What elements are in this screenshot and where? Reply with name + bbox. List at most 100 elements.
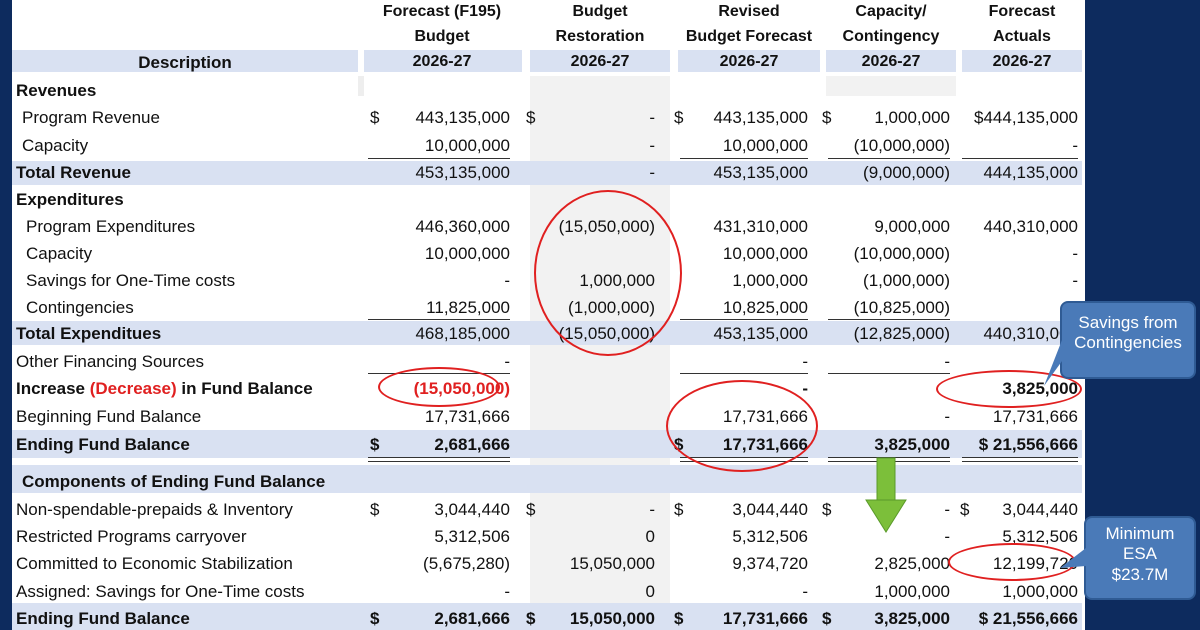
component-value-cell: 2,825,000	[874, 554, 950, 573]
value-cell: 10,000,000	[424, 244, 510, 263]
value-cell: 431,310,000	[713, 217, 808, 236]
label-ending: Ending Fund Balance	[16, 435, 190, 454]
col5-line1: Forecast	[988, 3, 1056, 20]
down-arrow-icon	[865, 457, 907, 533]
value-cell: -	[504, 271, 510, 290]
label-components-ending: Ending Fund Balance	[16, 609, 190, 628]
savings-callout: Savings from Contingencies	[1060, 301, 1196, 379]
highlight-increase-ellipse	[936, 370, 1082, 408]
currency-c2-total: $	[526, 609, 536, 628]
label-savings: Savings for One-Time costs	[26, 271, 236, 290]
esa-callout-line1: Minimum	[1105, 524, 1175, 543]
underline	[368, 319, 510, 320]
label-contingencies: Contingencies	[26, 298, 134, 317]
component-value-cell: -	[504, 582, 510, 601]
spacer	[358, 76, 364, 96]
label-part-decrease: (Decrease)	[89, 379, 177, 398]
esa-callout-line3: $23.7M	[1111, 564, 1169, 584]
value-cell: $444,135,000	[974, 108, 1078, 127]
value-cell: -	[649, 136, 655, 155]
component-value-cell: 3,044,440	[434, 500, 510, 519]
currency-c1-r1: $	[370, 108, 380, 127]
value-cell: 3,825,000	[874, 435, 950, 454]
total-revenue-band	[12, 161, 1082, 185]
value-cell: -	[1072, 271, 1078, 290]
label-program-exp: Program Expenditures	[26, 217, 196, 236]
double-underline	[368, 457, 510, 462]
value-cell: -	[878, 299, 1078, 316]
value-cell: 443,135,000	[713, 108, 808, 127]
value-cell: -	[649, 108, 655, 127]
callout-pointer-icon	[1044, 340, 1070, 386]
value-cell: -	[504, 352, 510, 371]
currency-c5-comp: $	[960, 500, 970, 519]
value-cell: 444,135,000	[983, 163, 1078, 182]
value-cell: 453,135,000	[713, 163, 808, 182]
value-cell: 10,000,000	[722, 136, 808, 155]
label-total-revenue: Total Revenue	[16, 163, 131, 182]
value-cell: (9,000,000)	[863, 163, 950, 182]
label-revenues: Revenues	[16, 81, 97, 100]
currency-c1-comp: $	[370, 500, 380, 519]
header-band-col5	[962, 50, 1082, 72]
value-cell: 1,000,000	[874, 108, 950, 127]
label-assigned: Assigned: Savings for One-Time costs	[16, 582, 305, 601]
underline	[828, 319, 950, 320]
label-expenditures: Expenditures	[16, 190, 124, 209]
currency-c4-r1: $	[822, 108, 832, 127]
savings-callout-text: Savings from Contingencies	[1074, 313, 1182, 353]
value-cell: (10,825,000)	[853, 298, 950, 317]
component-value-cell: 1,000,000	[1002, 582, 1078, 601]
highlight-revised-ellipse	[666, 380, 818, 472]
highlight-restoration-ellipse	[534, 190, 682, 356]
label-other-financing: Other Financing Sources	[16, 352, 205, 371]
component-value-cell: 15,050,000	[569, 609, 655, 628]
col3-line3: 2026-27	[719, 53, 779, 70]
label-nonspendable: Non-spendable-prepaids & Inventory	[16, 500, 293, 519]
component-value-cell: 0	[645, 527, 655, 546]
currency-c2-comp: $	[526, 500, 536, 519]
component-value-cell: 3,044,440	[1002, 500, 1078, 519]
component-value-cell: -	[944, 500, 950, 519]
currency-c1-total: $	[370, 609, 380, 628]
currency-c2-r1: $	[526, 108, 536, 127]
value-cell: 443,135,000	[415, 108, 510, 127]
currency-c3-total: $	[674, 609, 684, 628]
component-value-cell: 0	[645, 582, 655, 601]
highlight-esa-ellipse	[948, 543, 1076, 581]
col5-line2: Actuals	[993, 28, 1051, 45]
value-cell: -	[944, 407, 950, 426]
label-capacity-rev: Capacity	[22, 136, 89, 155]
header-band	[12, 50, 358, 72]
underline	[680, 373, 808, 374]
currency-c3-comp: $	[674, 500, 684, 519]
label-capacity-exp: Capacity	[26, 244, 93, 263]
col2-line1: Budget	[572, 3, 628, 20]
label-restricted: Restricted Programs carryover	[16, 527, 247, 546]
currency-c1-ending: $	[370, 435, 380, 454]
col3-line1: Revised	[718, 3, 780, 20]
value-cell: 17,731,666	[424, 407, 510, 426]
value-cell: $ 21,556,666	[978, 435, 1078, 454]
label-beginning: Beginning Fund Balance	[16, 407, 202, 426]
value-cell: -	[802, 352, 808, 371]
underline	[962, 158, 1078, 159]
label-increase-decrease: Increase (Decrease) in Fund Balance	[16, 380, 313, 397]
label-program-revenue: Program Revenue	[22, 108, 160, 127]
value-cell: 468,185,000	[415, 324, 510, 343]
component-value-cell: -	[649, 500, 655, 519]
currency-c4-total: $	[822, 609, 832, 628]
value-cell: -	[944, 352, 950, 371]
esa-callout-line2: ESA	[1122, 544, 1158, 564]
value-cell: 453,135,000	[713, 324, 808, 343]
value-cell: -	[649, 163, 655, 182]
component-value-cell: $ 21,556,666	[978, 609, 1078, 628]
value-cell: (1,000,000)	[863, 271, 950, 290]
col5-line3: 2026-27	[992, 53, 1052, 70]
label-total-exp: Total Expendituеs	[16, 324, 162, 343]
col1-line3: 2026-27	[412, 53, 472, 70]
value-cell: 440,310,000	[983, 324, 1078, 343]
header-band-col3	[678, 50, 820, 72]
underline	[680, 319, 808, 320]
col4-line1: Capacity/	[855, 3, 927, 20]
